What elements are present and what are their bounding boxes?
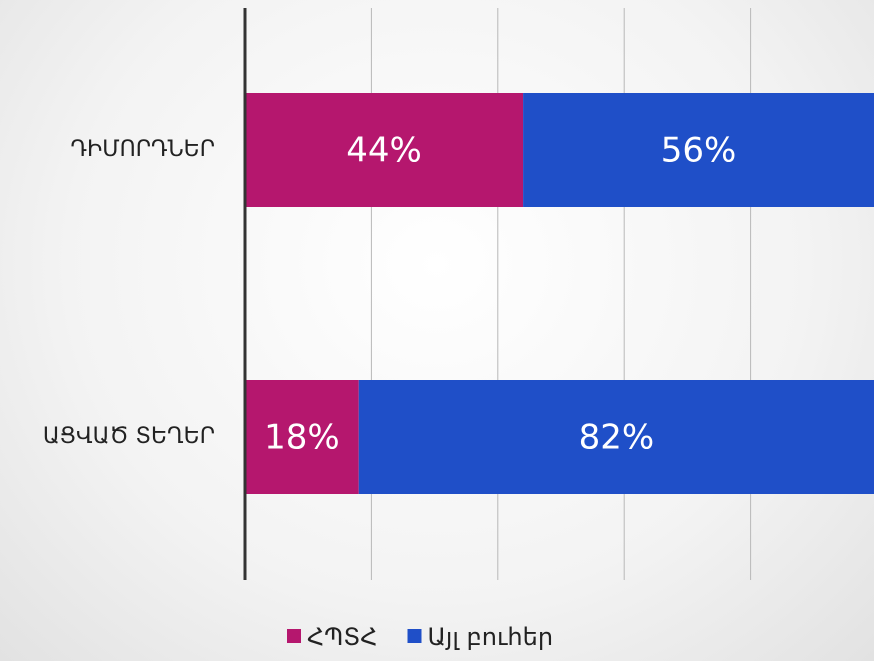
legend-label: ՀՊՏՀ [307,623,378,651]
bar-segment [523,93,874,207]
bar-segment [358,380,874,494]
data-label: 56% [661,131,737,171]
y-tick-label: ԱՑՎԱԾ ՏԵՂԵՐ [43,424,215,449]
bar-segment [245,93,524,207]
data-label: 18% [264,418,340,458]
data-label: 82% [579,418,655,458]
data-label: 44% [346,131,422,171]
y-tick-label: ԴԻՄՈՐԴՆԵՐ [70,137,215,162]
legend-swatch [287,629,301,643]
legend-swatch [407,629,422,643]
legend-label: Այլ բուհեր [428,623,554,651]
bar-segment [245,380,359,494]
